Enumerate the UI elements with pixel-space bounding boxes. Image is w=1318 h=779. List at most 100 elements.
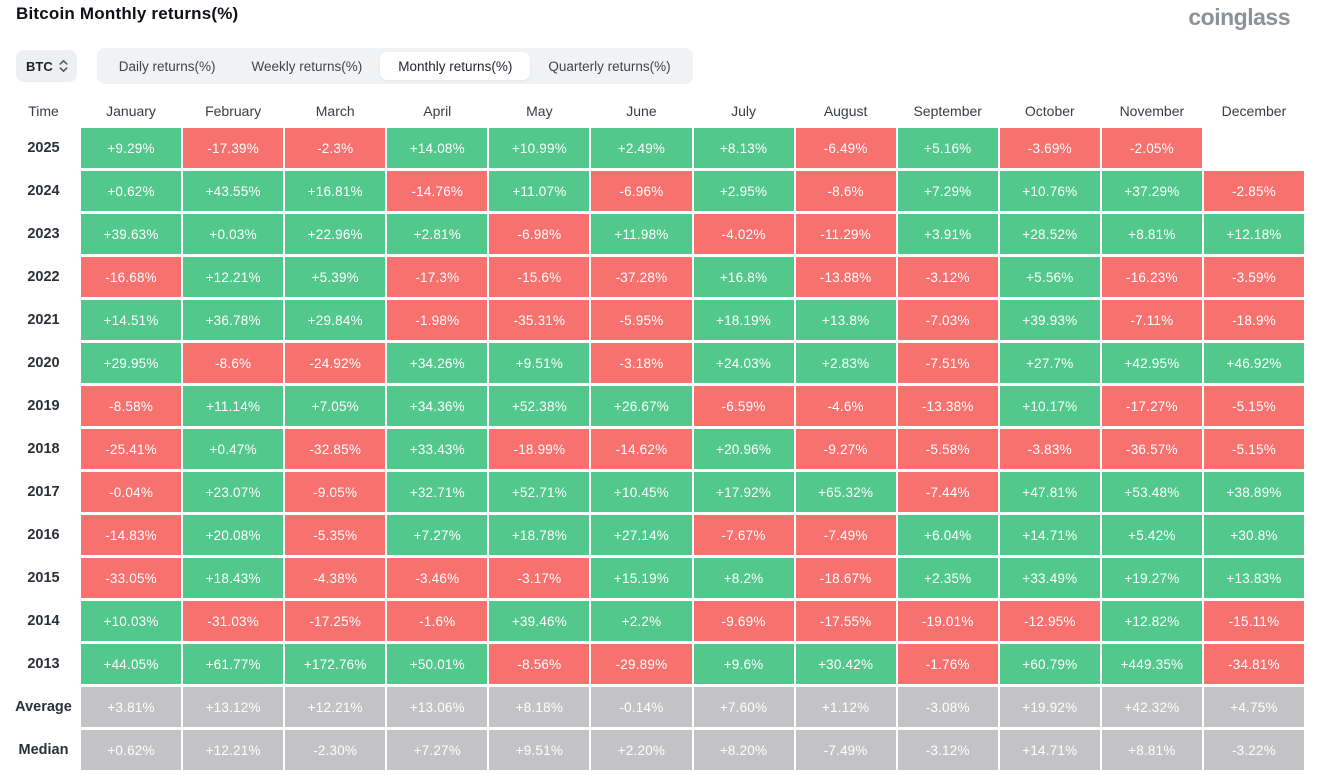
return-cell: +8.81%: [1101, 730, 1202, 770]
tab-quarterly[interactable]: Quarterly returns(%): [530, 52, 688, 80]
return-cell: +19.92%: [999, 687, 1100, 727]
return-cell: +12.21%: [183, 257, 284, 297]
return-cell: +46.92%: [1203, 343, 1304, 383]
tab-weekly[interactable]: Weekly returns(%): [234, 52, 381, 80]
return-cell: -3.69%: [999, 128, 1100, 168]
return-cell: +22.96%: [285, 214, 386, 254]
return-cell: -4.38%: [285, 558, 386, 598]
return-cell: -24.92%: [285, 343, 386, 383]
return-cell: +16.8%: [693, 257, 794, 297]
return-cell: +10.17%: [999, 386, 1100, 426]
column-header: April: [387, 94, 488, 127]
return-cell: -18.9%: [1203, 300, 1304, 340]
return-cell: +0.03%: [183, 214, 284, 254]
row-label: 2019: [8, 386, 79, 426]
return-cell: -18.99%: [489, 429, 590, 469]
return-cell: -1.98%: [387, 300, 488, 340]
return-cell: -2.30%: [285, 730, 386, 770]
return-cell: -37.28%: [591, 257, 692, 297]
table-row: 2020 +29.95% -8.6% -24.92% +34.26% +9.51% -3.1…: [8, 343, 1304, 383]
return-cell: +27.14%: [591, 515, 692, 555]
return-cell: +33.49%: [999, 558, 1100, 598]
return-cell: -17.27%: [1101, 386, 1202, 426]
return-cell: +12.82%: [1101, 601, 1202, 641]
row-label: 2015: [8, 558, 79, 598]
column-header: March: [285, 94, 386, 127]
row-label: Median: [8, 730, 79, 770]
return-cell: +32.71%: [387, 472, 488, 512]
return-cell: +2.2%: [591, 601, 692, 641]
table-row: Median +0.62% +12.21% -2.30% +7.27% +9.51% +2.…: [8, 730, 1304, 770]
return-cell: +18.19%: [693, 300, 794, 340]
return-cell: -6.49%: [795, 128, 896, 168]
return-cell: +11.07%: [489, 171, 590, 211]
return-cell: -17.3%: [387, 257, 488, 297]
return-cell: +53.48%: [1101, 472, 1202, 512]
return-cell: -32.85%: [285, 429, 386, 469]
return-cell: +33.43%: [387, 429, 488, 469]
return-cell: +50.01%: [387, 644, 488, 684]
return-cell: +18.43%: [183, 558, 284, 598]
return-cell: +13.12%: [183, 687, 284, 727]
tab-monthly[interactable]: Monthly returns(%): [380, 52, 531, 80]
return-cell: -1.6%: [387, 601, 488, 641]
return-cell: +6.04%: [897, 515, 998, 555]
return-cell: -15.11%: [1203, 601, 1304, 641]
return-cell: -1.76%: [897, 644, 998, 684]
column-header: December: [1203, 94, 1304, 127]
return-cell: +14.71%: [999, 730, 1100, 770]
return-cell: -4.02%: [693, 214, 794, 254]
return-cell: -9.69%: [693, 601, 794, 641]
return-cell: +2.95%: [693, 171, 794, 211]
return-cell: +16.81%: [285, 171, 386, 211]
return-cell: -3.12%: [897, 730, 998, 770]
table-row: 2014 +10.03% -31.03% -17.25% -1.6% +39.46% +2.…: [8, 601, 1304, 641]
return-cell: -3.83%: [999, 429, 1100, 469]
tab-daily[interactable]: Daily returns(%): [101, 52, 234, 80]
return-cell: +5.56%: [999, 257, 1100, 297]
row-label: 2021: [8, 300, 79, 340]
return-cell: +47.81%: [999, 472, 1100, 512]
return-cell: +12.18%: [1203, 214, 1304, 254]
table-row: 2023 +39.63% +0.03% +22.96% +2.81% -6.98% +11.…: [8, 214, 1304, 254]
return-cell: -31.03%: [183, 601, 284, 641]
return-cell: +43.55%: [183, 171, 284, 211]
return-cell: +29.95%: [81, 343, 182, 383]
return-cell: -8.58%: [81, 386, 182, 426]
return-cell: -6.98%: [489, 214, 590, 254]
monthly-returns-table: Time January February March April May June July…: [8, 94, 1304, 770]
row-label: 2023: [8, 214, 79, 254]
return-cell: +27.7%: [999, 343, 1100, 383]
table-row: 2025 +9.29% -17.39% -2.3% +14.08% +10.99% +2.4…: [8, 128, 1304, 168]
return-cell: +10.03%: [81, 601, 182, 641]
table-row: Average +3.81% +13.12% +12.21% +13.06% +8.18%…: [8, 687, 1304, 727]
return-cell: +8.81%: [1101, 214, 1202, 254]
return-cell: +23.07%: [183, 472, 284, 512]
return-cell: +15.19%: [591, 558, 692, 598]
return-cell: -25.41%: [81, 429, 182, 469]
return-cell: +7.29%: [897, 171, 998, 211]
table-row: 2018 -25.41% +0.47% -32.85% +33.43% -18.99% -1…: [8, 429, 1304, 469]
return-cell: +39.46%: [489, 601, 590, 641]
return-cell: -7.49%: [795, 730, 896, 770]
return-cell: +14.08%: [387, 128, 488, 168]
column-header: January: [81, 94, 182, 127]
return-cell: -14.76%: [387, 171, 488, 211]
return-cell: +9.29%: [81, 128, 182, 168]
return-cell: -7.51%: [897, 343, 998, 383]
return-cell: +8.20%: [693, 730, 794, 770]
return-cell: +9.51%: [489, 343, 590, 383]
column-header: Time: [8, 94, 79, 127]
return-cell: -6.59%: [693, 386, 794, 426]
symbol-select[interactable]: BTC: [16, 50, 77, 82]
table-row: 2021 +14.51% +36.78% +29.84% -1.98% -35.31% -5…: [8, 300, 1304, 340]
return-cell: -3.59%: [1203, 257, 1304, 297]
return-cell: +19.27%: [1101, 558, 1202, 598]
return-cell: +17.92%: [693, 472, 794, 512]
column-header: September: [897, 94, 998, 127]
column-header: August: [795, 94, 896, 127]
return-cell: +20.96%: [693, 429, 794, 469]
table-row: 2017 -0.04% +23.07% -9.05% +32.71% +52.71% +10…: [8, 472, 1304, 512]
table-row: 2015 -33.05% +18.43% -4.38% -3.46% -3.17% +15.…: [8, 558, 1304, 598]
returns-period-tabs: Daily returns(%) Weekly returns(%) Monthly…: [96, 48, 693, 84]
